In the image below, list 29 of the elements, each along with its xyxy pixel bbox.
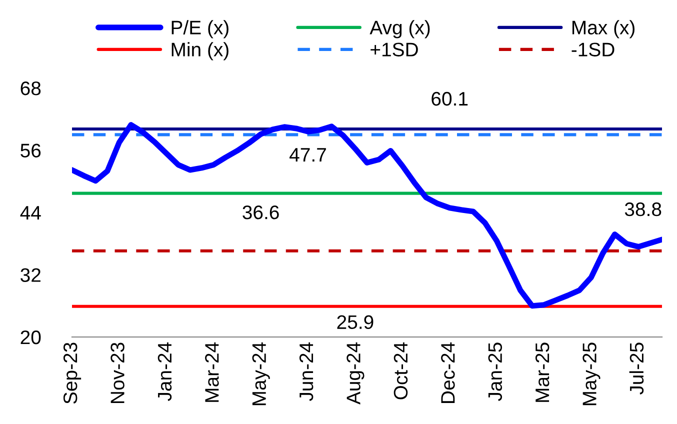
y-tick-label: 32: [20, 268, 40, 282]
annotation: 25.9: [337, 315, 374, 330]
legend-label: Max (x): [572, 20, 634, 38]
x-tick-label: May-24: [252, 342, 270, 406]
legend-label: Min (x): [172, 42, 228, 60]
annotation: 36.6: [242, 205, 279, 220]
x-tick-label: Dec-24: [441, 342, 455, 403]
legend-label: +1SD: [370, 42, 418, 56]
x-tick-label: May-25: [582, 342, 600, 406]
x-tick-label: Jun-24: [299, 342, 314, 402]
x-tick-label: Aug-24: [346, 342, 364, 405]
x-tick-label: Jan-25: [488, 342, 502, 402]
x-tick-label: Sep-23: [63, 342, 82, 404]
legend-label: P/E (x): [172, 20, 228, 38]
x-tick-label: Mar-25: [535, 342, 550, 402]
y-tick-label: 44: [20, 206, 41, 220]
x-tick-label: Jan-24: [158, 342, 172, 402]
y-tick-label: 68: [20, 81, 41, 96]
legend-label: -1SD: [572, 42, 614, 56]
data-label: 38.8: [624, 202, 662, 216]
legend-label: Avg (x): [370, 20, 430, 38]
x-tick-label: Nov-23: [110, 342, 124, 403]
y-tick-label: 56: [20, 144, 41, 158]
x-tick-label: Oct-24: [394, 342, 408, 400]
annotation: 60.1: [432, 92, 468, 106]
y-tick-label: 20: [20, 330, 41, 344]
x-tick-label: Mar-24: [205, 342, 219, 402]
x-tick-label: Jul-25: [629, 342, 644, 395]
annotation: 47.7: [290, 148, 326, 162]
